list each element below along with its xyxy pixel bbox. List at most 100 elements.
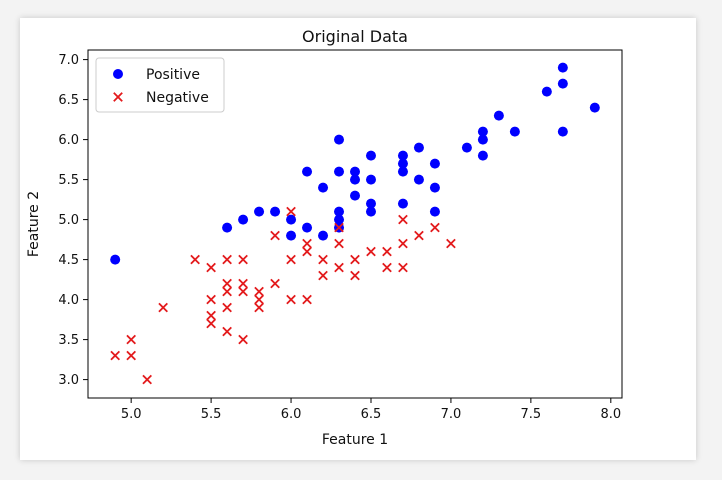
negative-point bbox=[286, 294, 296, 305]
negative-point bbox=[222, 302, 232, 313]
negative-point bbox=[126, 334, 137, 345]
positive-point bbox=[334, 214, 345, 225]
positive-point bbox=[477, 134, 488, 145]
x-axis-label: Feature 1 bbox=[322, 432, 388, 448]
legend-marker-positive bbox=[113, 69, 123, 79]
negative-point bbox=[318, 254, 328, 265]
legend-marker-negative bbox=[113, 92, 123, 102]
x-tick-label: 7.5 bbox=[521, 407, 542, 422]
y-tick-label: 4.0 bbox=[58, 293, 79, 308]
negative-point bbox=[222, 326, 232, 337]
positive-point bbox=[493, 110, 504, 121]
negative-point bbox=[254, 302, 264, 313]
negative-point bbox=[110, 350, 121, 361]
y-tick-label: 5.0 bbox=[58, 213, 79, 228]
positive-point bbox=[557, 78, 568, 89]
positive-point bbox=[477, 150, 488, 161]
negative-point bbox=[334, 262, 344, 273]
positive-point bbox=[557, 62, 568, 73]
negative-point bbox=[398, 238, 408, 249]
y-tick-label: 4.5 bbox=[58, 253, 79, 268]
negative-point bbox=[302, 238, 312, 249]
data-points bbox=[110, 62, 600, 385]
negative-point bbox=[446, 238, 456, 249]
y-axis-label: Feature 2 bbox=[26, 191, 42, 257]
positive-point bbox=[318, 230, 329, 241]
chart-title: Original Data bbox=[302, 27, 408, 46]
negative-point bbox=[302, 246, 312, 257]
negative-point bbox=[430, 222, 440, 233]
positive-point bbox=[461, 142, 472, 153]
negative-point bbox=[206, 318, 216, 329]
y-tick-label: 5.5 bbox=[58, 173, 79, 188]
positive-point bbox=[397, 158, 408, 169]
negative-point bbox=[286, 254, 296, 265]
positive-point bbox=[429, 206, 440, 217]
positive-point bbox=[318, 182, 329, 193]
negative-point bbox=[366, 246, 376, 257]
x-tick-label: 6.5 bbox=[361, 407, 382, 422]
positive-point bbox=[286, 214, 297, 225]
positive-point bbox=[350, 190, 360, 201]
negative-point bbox=[222, 278, 232, 289]
positive-point bbox=[334, 166, 345, 177]
positive-point bbox=[302, 166, 313, 177]
positive-point bbox=[286, 230, 297, 241]
negative-point bbox=[206, 310, 216, 321]
positive-point bbox=[350, 174, 360, 185]
negative-point bbox=[158, 302, 168, 313]
negative-point bbox=[334, 238, 344, 249]
negative-point bbox=[126, 350, 137, 361]
x-tick-label: 5.0 bbox=[121, 407, 142, 422]
negative-point bbox=[142, 374, 152, 385]
negative-point bbox=[206, 294, 216, 305]
positive-point bbox=[110, 254, 121, 265]
negative-point bbox=[302, 294, 312, 305]
negative-point bbox=[382, 246, 392, 257]
positive-point bbox=[429, 182, 440, 193]
series-negative bbox=[110, 206, 456, 385]
positive-point bbox=[270, 206, 281, 217]
plot-frame bbox=[87, 49, 623, 399]
y-tick-label: 6.5 bbox=[58, 93, 79, 108]
positive-point bbox=[365, 198, 376, 209]
y-tick-label: 7.0 bbox=[58, 53, 79, 68]
y-tick-label: 3.0 bbox=[58, 373, 79, 388]
series-positive bbox=[110, 62, 600, 265]
positive-point bbox=[397, 198, 408, 209]
positive-point bbox=[477, 126, 488, 137]
positive-point bbox=[413, 174, 424, 185]
negative-point bbox=[318, 270, 328, 281]
positive-point bbox=[397, 166, 408, 177]
positive-point bbox=[429, 158, 440, 169]
legend-label-negative: Negative bbox=[146, 90, 209, 106]
y-axis: 3.0 3.5 4.0 4.5 5.0 5.5 6.0 6.5 7.0 bbox=[58, 53, 88, 388]
positive-point bbox=[222, 222, 233, 233]
positive-point bbox=[589, 102, 600, 113]
negative-point bbox=[270, 278, 280, 289]
positive-point bbox=[413, 142, 424, 153]
positive-point bbox=[365, 150, 376, 161]
figure-card: Original Data 5.0 5.5 6.0 6.5 7.0 7.5 8.0 3.0 3… bbox=[20, 18, 696, 460]
positive-point bbox=[238, 214, 249, 225]
positive-point bbox=[334, 134, 345, 145]
negative-point bbox=[398, 214, 408, 225]
scatter-chart: Original Data 5.0 5.5 6.0 6.5 7.0 7.5 8.0 3.03… bbox=[26, 27, 623, 448]
positive-point bbox=[350, 166, 360, 177]
positive-point bbox=[365, 174, 376, 185]
positive-point bbox=[334, 206, 345, 217]
negative-point bbox=[190, 254, 200, 265]
legend-label-positive: Positive bbox=[146, 67, 200, 83]
negative-point bbox=[238, 286, 248, 297]
negative-point bbox=[254, 294, 264, 305]
positive-point bbox=[365, 206, 376, 217]
y-tick-label: 6.0 bbox=[58, 133, 79, 148]
x-tick-label: 8.0 bbox=[600, 407, 621, 422]
negative-point bbox=[238, 254, 248, 265]
positive-point bbox=[254, 206, 265, 217]
positive-point bbox=[397, 150, 408, 161]
x-tick-label: 7.0 bbox=[441, 407, 462, 422]
positive-point bbox=[557, 126, 568, 137]
negative-point bbox=[350, 254, 360, 265]
negative-point bbox=[334, 222, 344, 233]
